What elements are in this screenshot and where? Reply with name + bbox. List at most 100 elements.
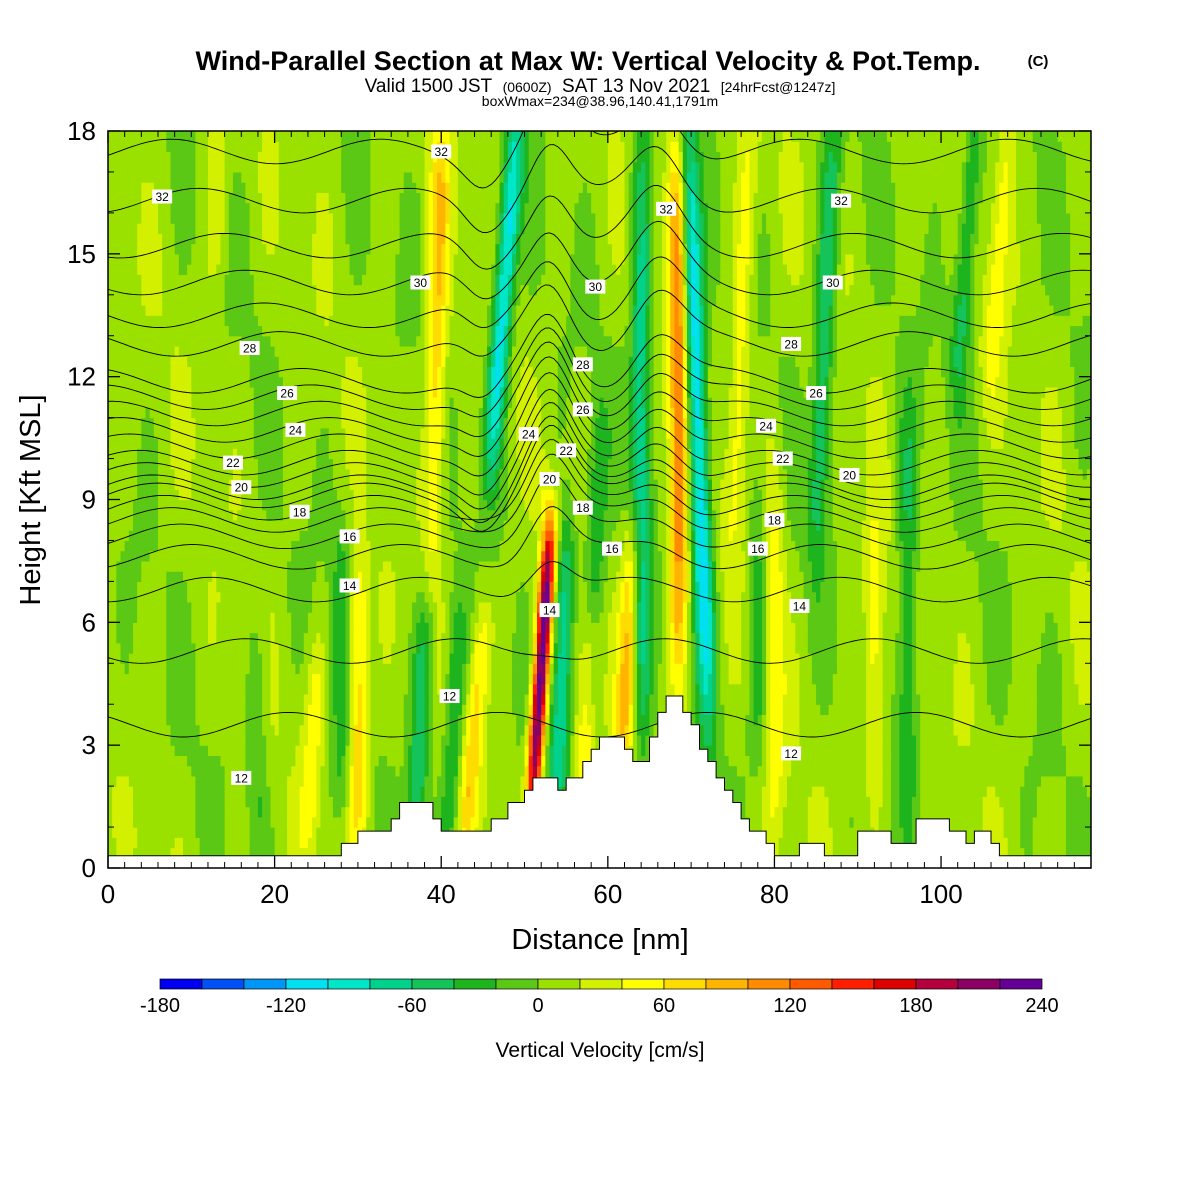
contour-label: 28	[781, 336, 802, 351]
contour-label-text: 28	[243, 342, 257, 356]
contour-label-text: 16	[343, 530, 357, 544]
contour-label-text: 14	[793, 599, 807, 613]
contour-labels: 32 32 32 32 30 30 30 28 28 28 26 26 26 24 24 24 22 22 22 20…	[152, 144, 860, 785]
contour-label: 24	[756, 418, 777, 433]
theta-contour-22	[108, 388, 1091, 496]
contour-label: 18	[572, 500, 593, 515]
contour-label-text: 18	[293, 505, 307, 519]
x-tick-label: 0	[101, 879, 115, 909]
theta-contour-27	[108, 313, 1091, 398]
contour-label: 14	[539, 603, 560, 618]
colorbar: -180 -120 -60 0 60 120 180 240	[140, 978, 1059, 1017]
contour-label: 26	[806, 386, 827, 401]
theta-contour-32	[108, 144, 1091, 234]
contour-label: 16	[747, 541, 768, 556]
colorbar-swatch	[579, 978, 623, 990]
theta-contour-13	[108, 638, 1091, 664]
contour-label: 30	[585, 279, 606, 294]
colorbar-swatch	[705, 978, 749, 990]
contour-label: 32	[431, 144, 452, 159]
contour-label: 30	[822, 275, 843, 290]
contour-label: 20	[231, 480, 252, 495]
theta-contour-19	[108, 425, 1091, 532]
contour-label: 12	[781, 746, 802, 761]
contour-label: 12	[439, 689, 460, 704]
y-tick-label: 15	[67, 239, 96, 269]
x-tick-label: 40	[427, 879, 456, 909]
colorbar-swatch	[789, 978, 833, 990]
colorbar-swatch	[873, 978, 917, 990]
colorbar-tick-label: 60	[653, 995, 675, 1017]
contour-label-text: 20	[235, 481, 249, 495]
contour-label: 32	[831, 193, 852, 208]
theta-contour-29	[108, 256, 1091, 329]
colorbar-swatch	[831, 978, 875, 990]
theta-contour-21	[108, 402, 1091, 510]
colorbar-tick-label: -180	[140, 995, 180, 1017]
theta-contour-17	[108, 453, 1091, 533]
contour-label-text: 16	[751, 542, 765, 556]
contour-label-text: 28	[576, 358, 590, 372]
colorbar-swatch	[327, 978, 371, 990]
subtitle-fcst: [24hrFcst@1247z]	[721, 79, 836, 95]
contour-label: 32	[656, 201, 677, 216]
terrain-mask	[108, 695, 1091, 868]
contour-label-text: 24	[759, 419, 773, 433]
colorbar-swatch	[369, 978, 413, 990]
contour-label-text: 24	[522, 427, 536, 441]
contour-label: 14	[339, 578, 360, 593]
contour-label: 20	[539, 472, 560, 487]
colorbar-swatch	[747, 978, 791, 990]
x-axis-label: Distance [nm]	[511, 924, 688, 956]
contour-label-text: 26	[280, 387, 294, 401]
chart-title: Wind-Parallel Section at Max W: Vertical…	[196, 46, 981, 76]
contour-label: 26	[572, 402, 593, 417]
contour-label-text: 30	[414, 276, 428, 290]
colorbar-swatch	[663, 978, 707, 990]
colorbar-tick-label: 120	[773, 995, 806, 1017]
contour-label: 24	[518, 426, 539, 441]
contour-label: 18	[289, 504, 310, 519]
chart-title-mark: (C)	[1028, 53, 1049, 70]
contour-label-text: 14	[343, 579, 357, 593]
contour-label-text: 12	[443, 690, 457, 704]
x-tick-label: 60	[593, 879, 622, 909]
theta-contour-25	[108, 341, 1091, 438]
contour-label-text: 22	[226, 456, 240, 470]
colorbar-swatch	[243, 978, 287, 990]
contour-label-text: 20	[843, 468, 857, 482]
colorbar-title: Vertical Velocity [cm/s]	[496, 1039, 705, 1062]
contour-label-text: 18	[768, 513, 782, 527]
colorbar-swatch	[495, 978, 539, 990]
theta-contour-23	[108, 372, 1091, 477]
x-tick-label: 80	[760, 879, 789, 909]
colorbar-swatch	[201, 978, 245, 990]
x-tick-label: 100	[919, 879, 962, 909]
contour-label-text: 20	[543, 473, 557, 487]
contour-label: 30	[410, 275, 431, 290]
contour-label-text: 30	[589, 280, 603, 294]
theta-contour-31	[108, 184, 1091, 270]
contour-label: 14	[789, 598, 810, 613]
chart-subtitle-box: boxWmax=234@38.96,140.41,1791m	[482, 93, 718, 109]
contour-label-text: 22	[559, 444, 573, 458]
contour-label-text: 18	[576, 501, 590, 515]
x-tick-label: 20	[260, 879, 289, 909]
contour-label-text: 14	[543, 604, 557, 618]
contour-label: 28	[239, 341, 260, 356]
contour-label: 26	[277, 386, 298, 401]
colorbar-swatch	[915, 978, 959, 990]
potential-temperature-contours	[108, 131, 1091, 738]
y-tick-label: 3	[82, 730, 96, 760]
contour-label-text: 32	[659, 202, 673, 216]
colorbar-swatch	[621, 978, 665, 990]
chart-subtitle: Valid 1500 JST (0600Z) SAT 13 Nov 2021 […	[365, 76, 836, 97]
contour-label: 12	[231, 770, 252, 785]
theta-contour-14	[108, 561, 1091, 603]
colorbar-swatch	[285, 978, 329, 990]
contour-label: 22	[222, 455, 243, 470]
contour-label: 20	[839, 467, 860, 482]
subtitle-date: SAT 13 Nov 2021	[562, 76, 710, 97]
contour-label: 22	[772, 451, 793, 466]
